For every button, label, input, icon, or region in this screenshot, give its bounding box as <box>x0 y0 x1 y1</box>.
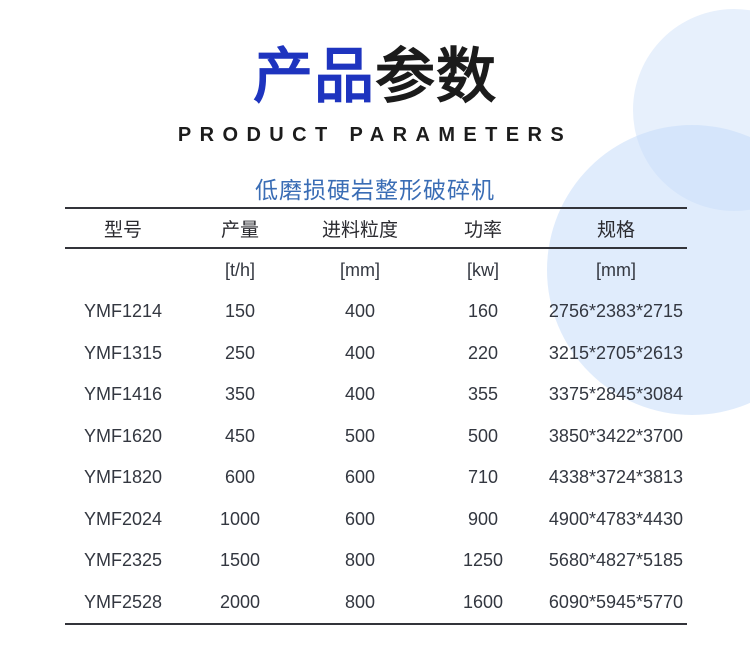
page-subtitle: PRODUCT PARAMETERS <box>177 124 573 146</box>
column-header-model: 型号 <box>103 219 142 241</box>
page-title-primary: 产品 <box>253 43 375 110</box>
table-cell: 2756*2383*2715 <box>548 301 684 322</box>
table-cell: 350 <box>224 384 256 405</box>
table-cell: 2000 <box>219 591 261 612</box>
table-cell: 800 <box>344 550 376 571</box>
table-cell: 1500 <box>219 550 261 571</box>
table-cell: YMF1214 <box>83 301 163 322</box>
table-cell: 3215*2705*2613 <box>548 342 684 363</box>
table-cell: 600 <box>344 508 376 529</box>
table-cell: YMF2024 <box>83 508 163 529</box>
table-cell: 400 <box>344 301 376 322</box>
table-cell: 600 <box>224 467 256 488</box>
table-cell: 900 <box>467 508 499 529</box>
table-cell: YMF1416 <box>83 384 163 405</box>
unit-cell: [t/h] <box>224 259 255 280</box>
table-cell: 500 <box>467 425 499 446</box>
table-units-row: [t/h] [mm] [kw] [mm] <box>65 249 687 291</box>
table-cell: 1250 <box>462 550 504 571</box>
table-cell: 710 <box>467 467 499 488</box>
table-cell: YMF1315 <box>83 342 163 363</box>
unit-cell: [mm] <box>340 259 380 280</box>
table-cell: 4338*3724*3813 <box>548 467 684 488</box>
table-cell: 3375*2845*3084 <box>548 384 684 405</box>
column-header-spec: 规格 <box>596 219 635 241</box>
table-cell: 800 <box>344 591 376 612</box>
table-row: YMF1416 350 400 355 3375*2845*3084 <box>65 374 687 416</box>
table-cell: YMF1820 <box>83 467 163 488</box>
table-cell: 4900*4783*4430 <box>548 508 684 529</box>
table-cell: 450 <box>224 425 256 446</box>
table-cell: 355 <box>467 384 499 405</box>
table-row: YMF2528 2000 800 1600 6090*5945*5770 <box>65 582 687 624</box>
table-cell: 400 <box>344 384 376 405</box>
table-cell: YMF1620 <box>83 425 163 446</box>
table-caption: 低磨损硬岩整形破碎机 <box>255 177 495 203</box>
page-title: 产品参数 <box>0 44 750 110</box>
unit-cell: [mm] <box>596 259 636 280</box>
table-cell: 250 <box>224 342 256 363</box>
table-cell: 5680*4827*5185 <box>548 550 684 571</box>
table-cell: 160 <box>467 301 499 322</box>
table-cell: 1000 <box>219 508 261 529</box>
table-row: YMF1315 250 400 220 3215*2705*2613 <box>65 333 687 375</box>
table-body: YMF1214 150 400 160 2756*2383*2715 YMF1315 250… <box>65 291 687 623</box>
table-cell: 400 <box>344 342 376 363</box>
table-cell: 150 <box>224 301 256 322</box>
page-header: 产品参数 PRODUCT PARAMETERS 低磨损硬岩整形破碎机 <box>0 0 750 205</box>
table-cell: YMF2528 <box>83 591 163 612</box>
spec-table: 型号 产量 进料粒度 功率 规格 [t/h] [mm] [kw] [mm] YM… <box>65 207 687 625</box>
column-header-power: 功率 <box>463 219 502 241</box>
table-header-row: 型号 产量 进料粒度 功率 规格 <box>65 209 687 249</box>
column-header-feed-size: 进料粒度 <box>321 219 398 241</box>
table-row: YMF1820 600 600 710 4338*3724*3813 <box>65 457 687 499</box>
table-cell: 3850*3422*3700 <box>548 425 684 446</box>
unit-cell: [kw] <box>466 259 499 280</box>
page-title-secondary: 参数 <box>375 43 497 110</box>
table-row: YMF1214 150 400 160 2756*2383*2715 <box>65 291 687 333</box>
table-cell: 220 <box>467 342 499 363</box>
table-cell: 500 <box>344 425 376 446</box>
table-row: YMF2024 1000 600 900 4900*4783*4430 <box>65 499 687 541</box>
table-cell: YMF2325 <box>83 550 163 571</box>
table-cell: 600 <box>344 467 376 488</box>
column-header-output: 产量 <box>220 219 259 241</box>
table-row: YMF1620 450 500 500 3850*3422*3700 <box>65 416 687 458</box>
table-cell: 6090*5945*5770 <box>548 591 684 612</box>
table-cell: 1600 <box>462 591 504 612</box>
table-row: YMF2325 1500 800 1250 5680*4827*5185 <box>65 540 687 582</box>
